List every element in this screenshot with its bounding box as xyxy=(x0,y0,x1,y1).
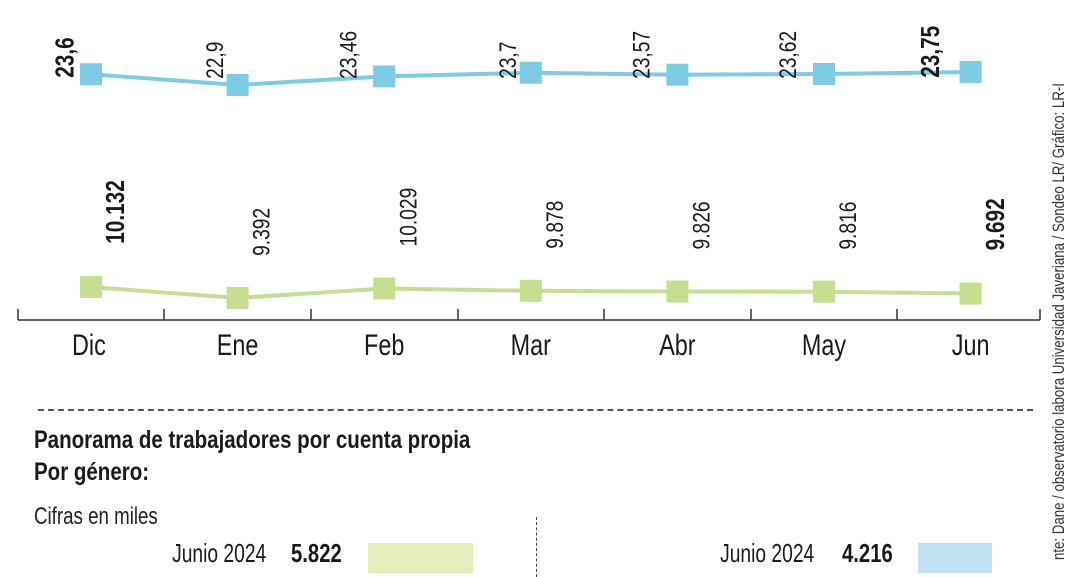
data-label: 9.878 xyxy=(541,201,569,249)
data-point xyxy=(813,62,835,85)
data-label: 22,9 xyxy=(201,42,229,79)
data-label: 23,46 xyxy=(334,31,362,79)
gender-bar-value: 4.216 xyxy=(842,538,893,568)
line-chart: 23,6 22,9 23,46 23,7 23,57 23,62 23,75 10.132 9.… xyxy=(17,26,1041,362)
data-point xyxy=(813,280,835,303)
data-point xyxy=(80,63,102,86)
section-subtitle: Por género: xyxy=(34,458,150,486)
data-label: 23,57 xyxy=(627,31,655,79)
gender-bar-value: 5.822 xyxy=(291,538,342,568)
data-point xyxy=(226,74,249,96)
data-point xyxy=(373,277,396,300)
source-text: nte: Dane / observatorio labora Universi… xyxy=(1049,83,1068,560)
x-tick-label: May xyxy=(802,328,847,361)
x-tick-labels: Dic Ene Feb Mar Abr May Jun xyxy=(72,328,989,361)
gender-bar-label: Junio 2024 xyxy=(171,538,266,568)
data-label: 9.826 xyxy=(687,201,715,249)
x-tick-label: Mar xyxy=(511,328,551,361)
data-label: 10.029 xyxy=(394,188,422,247)
x-tick-label: Abr xyxy=(659,328,695,361)
data-point xyxy=(666,280,689,303)
data-label: 9.816 xyxy=(834,202,862,250)
data-point xyxy=(519,279,542,302)
data-label: 23,7 xyxy=(494,42,522,79)
data-label: 9.692 xyxy=(981,198,1010,250)
data-point xyxy=(519,61,542,84)
x-tick-label: Ene xyxy=(217,328,259,361)
section-divider xyxy=(38,409,1033,411)
data-label: 23,75 xyxy=(916,26,945,78)
series-points xyxy=(80,61,982,309)
data-point xyxy=(959,282,982,305)
data-label: 10.132 xyxy=(101,180,130,244)
gender-divider xyxy=(536,517,537,577)
x-tick-label: Jun xyxy=(952,328,990,361)
gender-bar-fill xyxy=(368,543,473,573)
data-labels: 23,6 22,9 23,46 23,7 23,57 23,62 23,75 10.132 9.… xyxy=(50,26,1009,256)
series-lines xyxy=(90,70,971,301)
source-note: nte: Dane / observatorio labora Universi… xyxy=(1049,0,1069,560)
x-axis xyxy=(17,309,1041,321)
x-tick-label: Dic xyxy=(72,328,106,361)
gender-bar-fill xyxy=(918,543,992,573)
data-label: 23,62 xyxy=(774,31,802,79)
gender-bar-label: Junio 2024 xyxy=(719,538,814,568)
data-point xyxy=(226,287,249,309)
data-point xyxy=(666,63,689,86)
data-label: 9.392 xyxy=(248,208,276,256)
data-point xyxy=(80,276,102,298)
section-title: Panorama de trabajadores por cuenta prop… xyxy=(34,426,471,454)
x-tick-label: Feb xyxy=(364,328,404,361)
data-point xyxy=(373,65,396,88)
units-note: Cifras en miles xyxy=(34,503,158,530)
data-point xyxy=(959,61,982,83)
data-label: 23,6 xyxy=(50,37,79,77)
